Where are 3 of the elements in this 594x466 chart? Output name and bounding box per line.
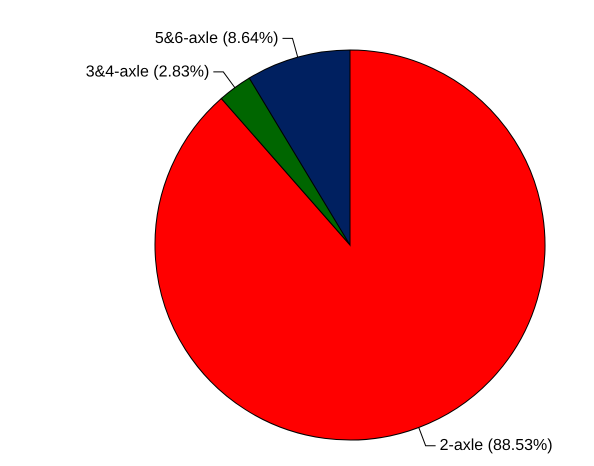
- slice-label: 5&6-axle (8.64%): [154, 30, 278, 47]
- slice-label: 3&4-axle (2.83%): [86, 63, 210, 80]
- slice-label: 2-axle (88.53%): [440, 437, 553, 454]
